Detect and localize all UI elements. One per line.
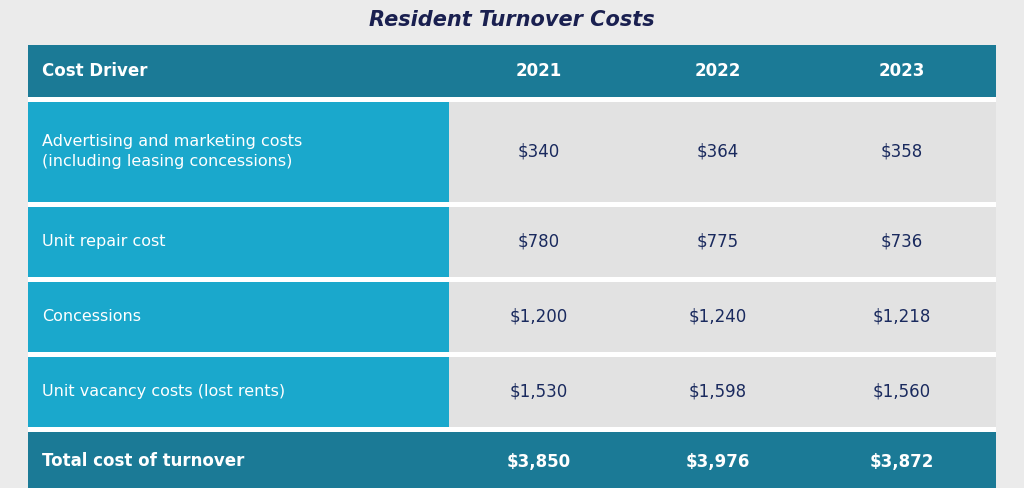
Text: Unit repair cost: Unit repair cost — [42, 234, 166, 249]
Bar — [628, 357, 807, 427]
Bar — [807, 206, 996, 277]
Text: Cost Driver: Cost Driver — [42, 61, 147, 80]
Bar — [28, 44, 996, 97]
Bar — [28, 202, 996, 206]
Bar — [28, 206, 450, 277]
Bar — [628, 102, 807, 202]
Bar — [28, 277, 996, 282]
Bar — [28, 357, 450, 427]
Text: Total cost of turnover: Total cost of turnover — [42, 452, 245, 470]
Bar — [628, 206, 807, 277]
Bar — [450, 102, 628, 202]
Text: $3,872: $3,872 — [869, 452, 934, 470]
Bar — [807, 357, 996, 427]
Text: 2022: 2022 — [694, 61, 741, 80]
Bar — [28, 282, 450, 351]
Bar — [807, 102, 996, 202]
Text: $340: $340 — [517, 142, 560, 161]
Bar — [807, 282, 996, 351]
Text: Concessions: Concessions — [42, 309, 141, 324]
Bar — [28, 97, 996, 102]
Text: Advertising and marketing costs
(including leasing concessions): Advertising and marketing costs (includi… — [42, 134, 302, 169]
Text: Resident Turnover Costs: Resident Turnover Costs — [370, 11, 654, 30]
Text: $1,560: $1,560 — [872, 383, 931, 401]
Text: Unit vacancy costs (lost rents): Unit vacancy costs (lost rents) — [42, 384, 285, 399]
Text: 2023: 2023 — [879, 61, 925, 80]
Text: $364: $364 — [696, 142, 739, 161]
Bar — [28, 431, 996, 488]
Text: $1,530: $1,530 — [510, 383, 567, 401]
Bar — [450, 206, 628, 277]
Text: 2021: 2021 — [515, 61, 562, 80]
Text: $775: $775 — [696, 232, 738, 250]
Text: $3,850: $3,850 — [507, 452, 570, 470]
Text: $3,976: $3,976 — [685, 452, 750, 470]
Text: $358: $358 — [881, 142, 923, 161]
Bar — [450, 282, 628, 351]
Bar — [28, 351, 996, 357]
Bar — [28, 427, 996, 431]
Bar — [628, 282, 807, 351]
Text: $736: $736 — [881, 232, 923, 250]
Text: $780: $780 — [517, 232, 560, 250]
Text: $1,218: $1,218 — [872, 307, 931, 325]
Text: $1,200: $1,200 — [510, 307, 567, 325]
Text: $1,240: $1,240 — [688, 307, 746, 325]
Bar — [450, 357, 628, 427]
Text: $1,598: $1,598 — [688, 383, 746, 401]
Bar — [28, 102, 450, 202]
